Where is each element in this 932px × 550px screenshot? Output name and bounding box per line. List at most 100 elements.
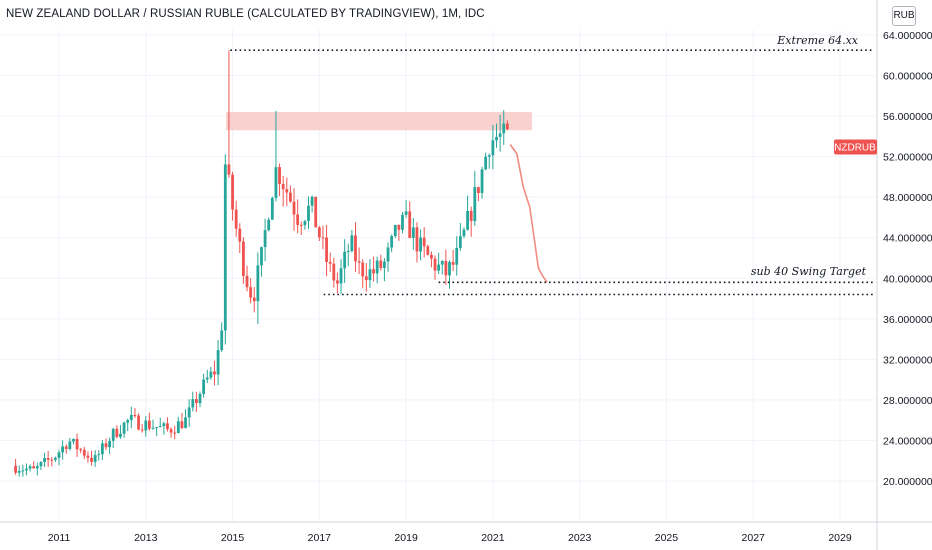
candle-body	[505, 123, 509, 130]
candle	[458, 223, 462, 251]
candle	[263, 218, 267, 262]
candle	[249, 278, 253, 304]
candle-body	[151, 427, 155, 429]
candle-body	[140, 429, 144, 431]
candle-body	[375, 260, 379, 274]
candle-body	[397, 224, 401, 230]
candle-body	[487, 155, 491, 157]
candle	[129, 406, 133, 429]
candle-body	[274, 167, 278, 198]
candle	[466, 195, 469, 231]
candle-body	[169, 429, 173, 433]
candle	[502, 109, 506, 145]
candle	[307, 196, 310, 230]
x-tick-label: 2027	[742, 532, 766, 544]
projection-path	[509, 144, 548, 283]
x-tick-label: 2015	[221, 532, 245, 544]
y-tick-label: 44.000000	[883, 233, 932, 245]
candle-body	[310, 196, 314, 206]
candle	[289, 185, 292, 203]
candle	[57, 449, 61, 466]
candle-body	[64, 446, 68, 449]
candle	[97, 450, 101, 461]
candle	[278, 163, 281, 197]
candle	[115, 425, 119, 439]
candle	[451, 249, 455, 271]
grid-lines	[0, 30, 877, 522]
candle-body	[93, 455, 97, 462]
candle	[46, 450, 50, 467]
candle-body	[144, 420, 148, 431]
candle-body	[191, 399, 195, 408]
candle	[202, 373, 206, 398]
candle	[39, 461, 43, 471]
candle-body	[263, 230, 267, 248]
candle	[61, 440, 65, 460]
candle	[213, 360, 216, 386]
candle-body	[245, 275, 249, 288]
candle	[108, 437, 112, 454]
candle	[495, 123, 498, 148]
candle	[104, 438, 108, 451]
candle-body	[35, 466, 39, 469]
y-tick-label: 52.000000	[883, 152, 932, 164]
candle-body	[289, 192, 292, 202]
candle	[419, 229, 422, 261]
candle	[505, 120, 509, 131]
candle-body	[426, 246, 430, 255]
candle-body	[50, 459, 54, 461]
candle	[498, 114, 502, 152]
candle-body	[39, 462, 43, 467]
candle	[223, 154, 227, 345]
candle-body	[393, 224, 397, 237]
candle-body	[213, 371, 216, 375]
candle	[166, 417, 169, 432]
candle	[205, 369, 209, 384]
candle-body	[343, 251, 347, 269]
candle	[343, 239, 347, 283]
candle-body	[256, 265, 260, 302]
y-tick-label: 32.000000	[883, 354, 932, 366]
candle	[75, 433, 79, 457]
candles	[14, 50, 509, 477]
candle-body	[299, 224, 303, 226]
candle	[328, 252, 332, 272]
candle-body	[187, 407, 191, 418]
y-tick-label: 56.000000	[883, 111, 932, 123]
candle-body	[155, 427, 159, 429]
candle	[68, 437, 72, 451]
candle	[426, 244, 430, 256]
x-tick-label: 2023	[568, 532, 592, 544]
candle-body	[75, 438, 79, 450]
candle	[184, 409, 187, 429]
y-tick-label: 28.000000	[883, 395, 932, 407]
candle-body	[386, 247, 390, 262]
candle-body	[223, 164, 227, 331]
candle-body	[339, 268, 343, 284]
candle-body	[72, 438, 75, 442]
candle-body	[97, 454, 101, 456]
resistance-zone-rect	[226, 112, 532, 131]
candle-body	[14, 465, 18, 473]
candle-body	[25, 468, 28, 471]
candle-body	[238, 228, 242, 242]
currency-button[interactable]: RUB	[892, 6, 916, 26]
candle	[448, 260, 451, 289]
candle	[86, 451, 90, 463]
candle	[336, 272, 339, 294]
candle	[281, 175, 285, 207]
candle	[151, 419, 155, 430]
candle-body	[415, 227, 419, 252]
candle-body	[260, 247, 263, 266]
candle-body	[104, 443, 108, 448]
candle	[383, 258, 386, 282]
candle-body	[220, 330, 224, 351]
candle-body	[194, 399, 198, 404]
candle-body	[82, 449, 86, 456]
candle-body	[469, 210, 473, 222]
candle-body	[158, 426, 162, 428]
